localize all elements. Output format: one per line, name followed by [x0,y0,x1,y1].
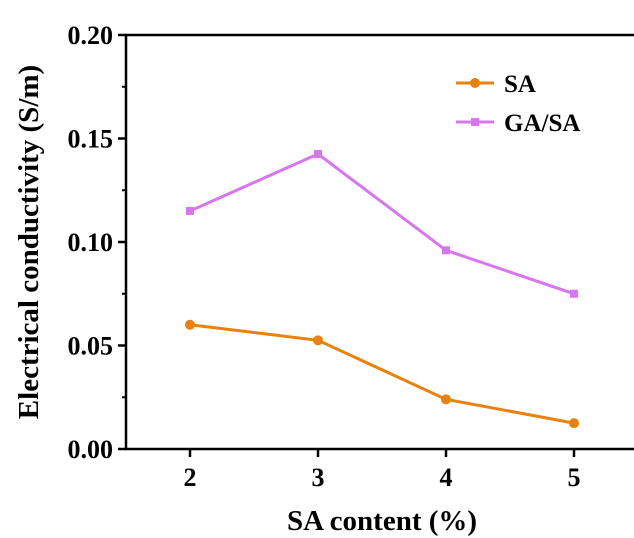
legend-label: GA/SA [504,110,580,137]
data-point [185,319,195,330]
series-layer [185,150,579,429]
series-line-sa [189,323,575,425]
data-point [314,150,322,159]
x-tick-label: 4 [440,463,453,492]
data-point [569,418,579,429]
series-line-ga-sa [189,152,575,296]
y-tick-label: 0.20 [68,21,114,50]
y-tick-label: 0.15 [68,125,114,154]
data-point [186,206,194,215]
legend-marker [471,118,479,126]
x-tick-label: 5 [568,463,581,492]
data-point [313,335,323,346]
data-point [442,246,450,255]
x-axis-title: SA content (%) [287,505,477,537]
y-axis-title: Electrical conductivity (S/m) [13,65,45,419]
data-point [570,289,578,298]
y-tick-label: 0.05 [68,332,114,361]
x-tick-label: 3 [312,463,325,492]
y-tick-label: 0.10 [68,228,114,257]
x-tick-label: 2 [184,463,197,492]
plot-frame [124,33,634,451]
data-point [441,394,451,405]
y-axis-ticks: 0.00 0.05 0.10 0.15 0.20 [68,21,126,464]
legend-marker [470,78,480,88]
y-tick-label: 0.00 [68,435,114,464]
legend-label: SA [504,71,536,98]
legend: SA GA/SA [456,71,580,137]
x-axis-ticks: 2 3 4 5 [184,449,581,492]
